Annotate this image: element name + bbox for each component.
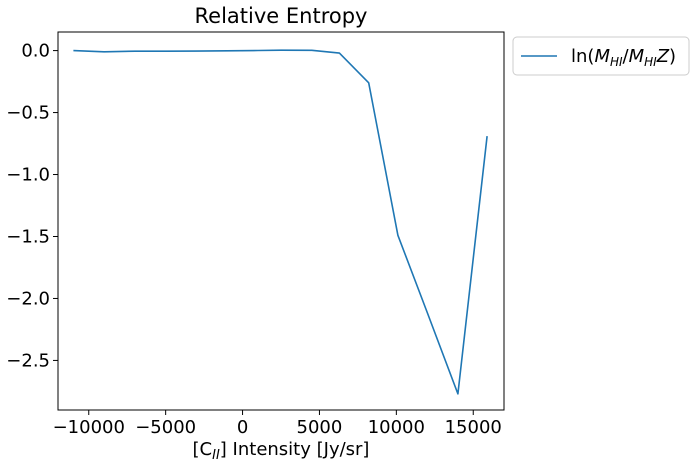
legend-label-m2: M <box>629 46 645 67</box>
x-tick-label: −5000 <box>135 417 196 438</box>
y-tick-label: 0.0 <box>21 41 50 62</box>
legend-label-sub2: HI <box>644 55 657 69</box>
legend-label-sub1: HI <box>610 55 623 69</box>
legend-label-slash: / <box>623 46 630 67</box>
legend-label: ln(MHI/MHIZ) <box>571 46 676 69</box>
x-tick-label: 15000 <box>445 417 502 438</box>
y-tick-label: −2.0 <box>6 288 50 309</box>
series-line-ln-mhi <box>73 49 488 395</box>
legend-label-m1: M <box>594 46 610 67</box>
legend-label-prefix: ln( <box>571 46 594 67</box>
x-axis-title-subscript: II <box>212 448 220 463</box>
x-axis-title-part2: ] Intensity [Jy/sr] <box>220 439 370 460</box>
x-tick-label: −10000 <box>53 417 125 438</box>
plot-area-frame <box>57 31 505 411</box>
legend-label-suffix: ) <box>669 46 676 67</box>
y-tick-label: −2.5 <box>6 350 50 371</box>
y-tick-label: −1.0 <box>6 165 50 186</box>
y-axis: 0.0 −0.5 −1.0 −1.5 −2.0 −2.5 <box>6 41 58 371</box>
legend-label-z: Z <box>656 46 670 67</box>
x-tick-label: 0 <box>237 417 248 438</box>
y-tick-label: −0.5 <box>6 103 50 124</box>
x-tick-label: 10000 <box>368 417 425 438</box>
x-axis: −10000 −5000 0 5000 10000 15000 <box>53 410 502 438</box>
x-axis-title: [CII] Intensity [Jy/sr] <box>193 439 370 463</box>
legend-box <box>512 36 690 76</box>
x-axis-title-part1: [C <box>193 439 213 460</box>
legend: ln(MHI/MHIZ) <box>512 36 690 76</box>
x-tick-label: 5000 <box>297 417 343 438</box>
y-tick-label: −1.5 <box>6 226 50 247</box>
chart-title: Relative Entropy <box>195 4 368 28</box>
